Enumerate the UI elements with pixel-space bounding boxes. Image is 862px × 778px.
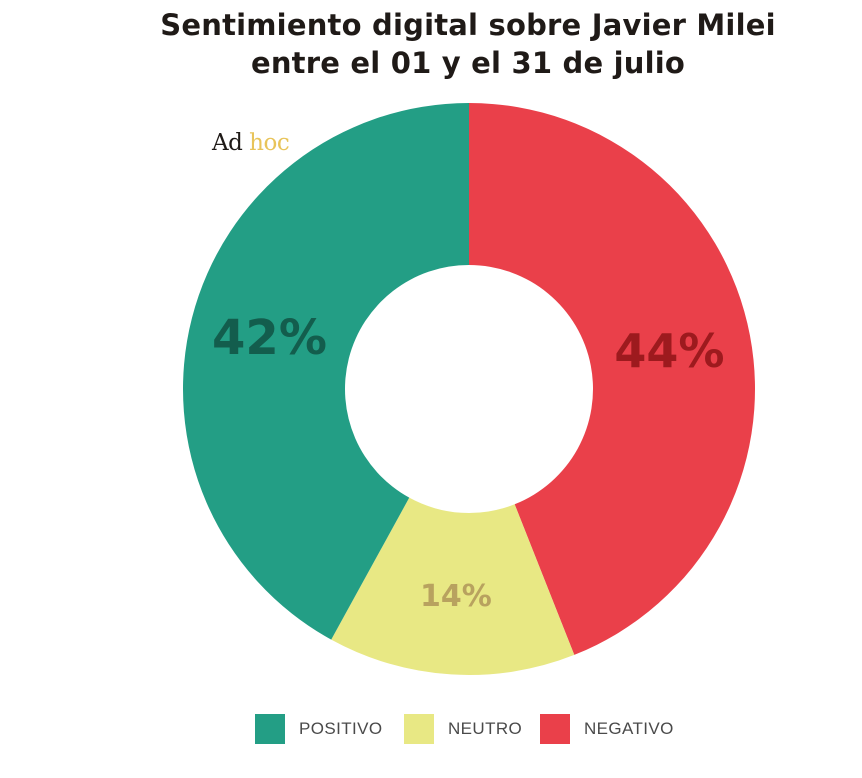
slice-label-neutro: 14% [420,579,492,614]
slice-negativo [469,103,756,655]
legend-swatch-neutro [404,714,434,744]
legend-label-neutro: NEUTRO [448,719,523,738]
chart-title-line-2: entre el 01 y el 31 de julio [250,46,686,80]
slice-neutro [331,497,575,675]
chart-title-line-1: Sentimiento digital sobre Javier Milei [160,8,776,42]
slice-positivo [182,103,470,640]
legend-swatch-positivo [255,714,285,744]
legend-item-negativo: NEGATIVO [540,713,674,745]
legend-item-neutro: NEUTRO [404,713,522,745]
slice-label-negativo: 44% [614,324,724,378]
slice-label-positivo: 42% [212,310,327,366]
legend-item-positivo: POSITIVO [255,713,383,745]
legend-swatch-negativo [540,714,570,744]
chart-title: Sentimiento digital sobre Javier Milei e… [0,6,862,82]
brand-logo: Ad hoc [212,129,290,157]
brand-logo-part-2: hoc [249,130,290,156]
chart-legend: POSITIVO NEUTRO NEGATIVO [0,713,862,745]
legend-label-positivo: POSITIVO [299,719,383,738]
brand-logo-part-1: Ad [212,130,243,156]
legend-label-negativo: NEGATIVO [584,719,674,738]
